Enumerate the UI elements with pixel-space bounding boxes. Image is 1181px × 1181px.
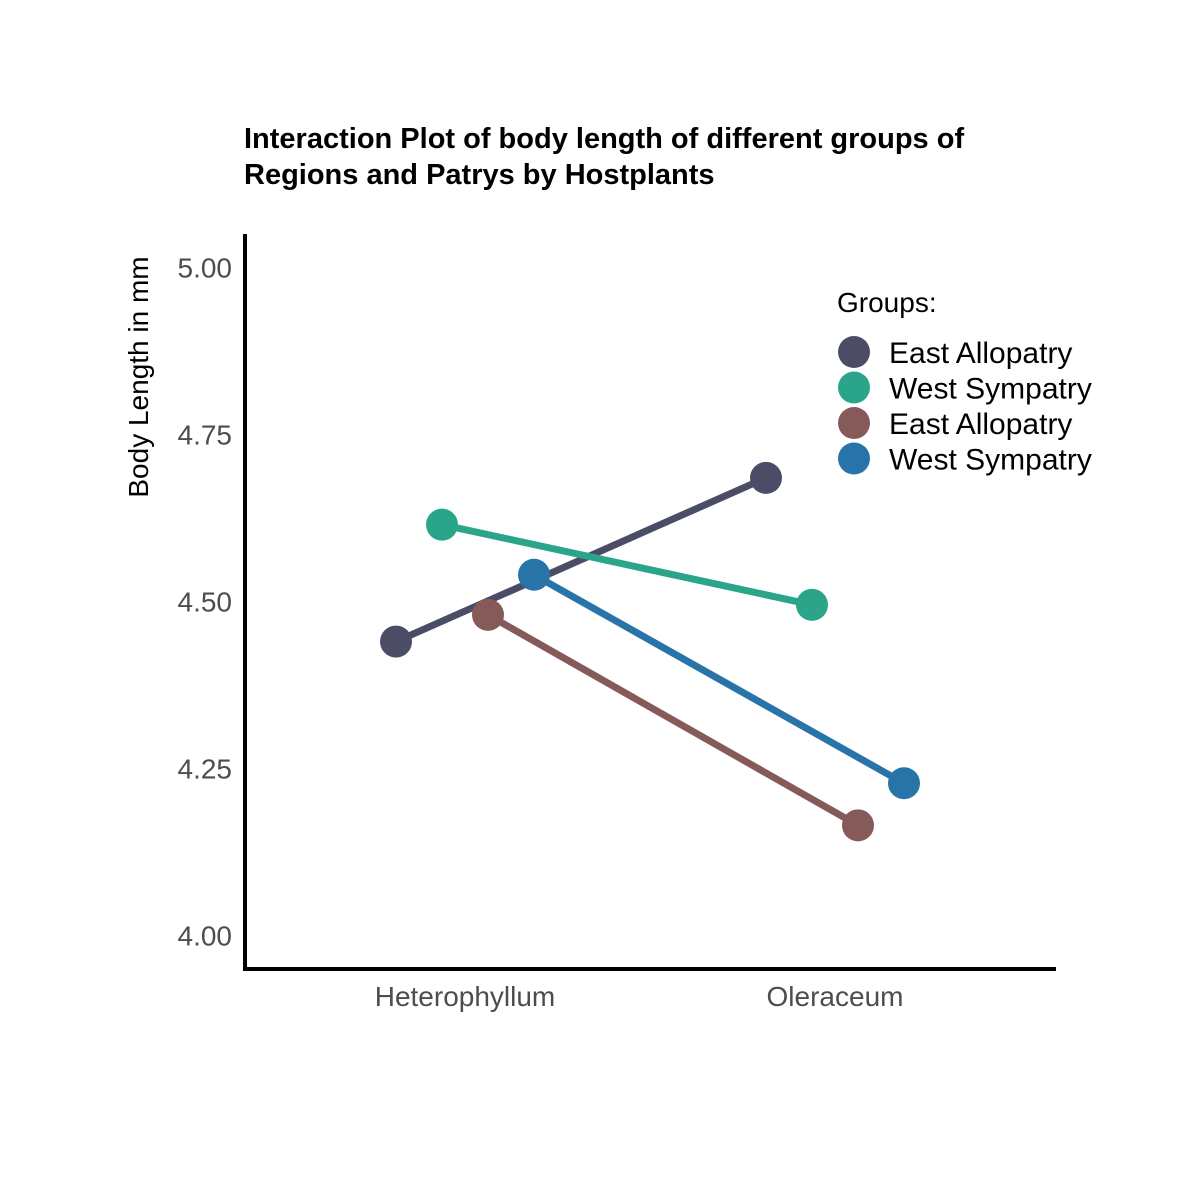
legend-label: East Allopatry: [889, 408, 1072, 441]
data-point: [888, 767, 920, 800]
legend-key: [838, 336, 870, 368]
chart-title-line-1: Interaction Plot of body length of diffe…: [244, 123, 964, 155]
legend-label: East Allopatry: [889, 337, 1072, 370]
legend-title: Groups:: [837, 287, 937, 318]
y-tick-label: 4.00: [178, 921, 233, 952]
legend-key: [838, 371, 870, 404]
data-point: [750, 461, 782, 494]
x-tick-label: Heterophyllum: [375, 981, 556, 1012]
y-tick-label: 5.00: [178, 252, 233, 283]
y-tick-label: 4.50: [178, 587, 233, 618]
chart-title-line-2: Regions and Patrys by Hostplants: [244, 159, 715, 191]
y-axis-ticks: 4.00 4.25 4.50 4.75 5.00: [178, 252, 233, 951]
series-line: [532, 571, 906, 787]
data-point: [518, 558, 550, 591]
data-point: [426, 508, 458, 541]
legend-key: [838, 442, 870, 475]
legend-key: [838, 407, 870, 439]
data-point: [380, 625, 412, 658]
x-tick-label: Oleraceum: [767, 981, 904, 1012]
data-point: [842, 809, 874, 842]
y-tick-label: 4.75: [178, 419, 233, 450]
y-axis-title: Body Length in mm: [123, 256, 154, 497]
y-tick-label: 4.25: [178, 754, 233, 785]
plot-area: [380, 461, 920, 842]
series-line: [486, 611, 860, 829]
data-point: [472, 598, 504, 631]
data-point: [796, 588, 828, 621]
series-line: [441, 521, 813, 609]
legend-label: West Sympatry: [889, 444, 1092, 477]
legend-label: West Sympatry: [889, 373, 1092, 406]
series-line: [394, 474, 768, 645]
x-axis-ticks: Heterophyllum Oleraceum: [375, 981, 904, 1012]
